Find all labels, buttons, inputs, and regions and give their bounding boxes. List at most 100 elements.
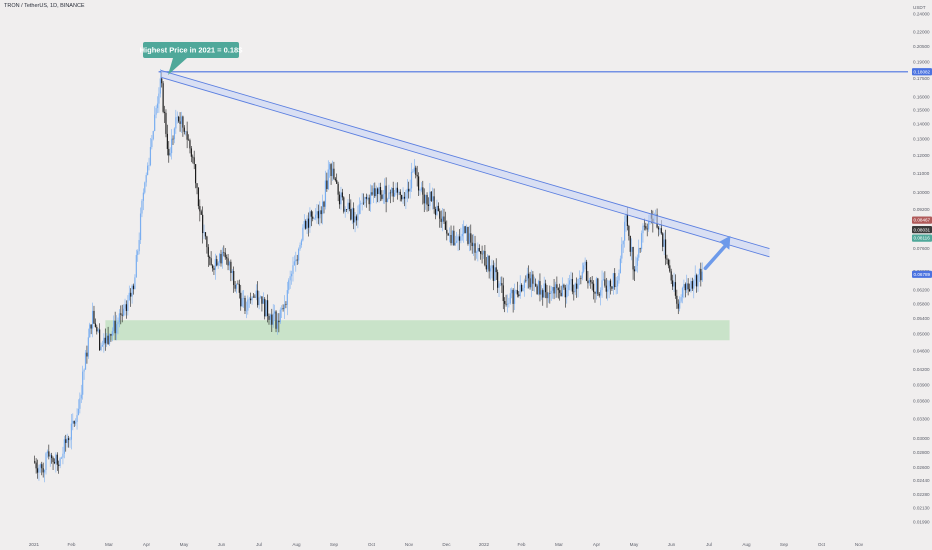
candle-body: [326, 180, 328, 190]
time-tick-label: Jul: [706, 542, 712, 547]
candle-body: [408, 188, 410, 192]
price-tick-label: 0.12000: [913, 153, 930, 158]
candle-body: [156, 103, 159, 109]
candle-body: [444, 221, 446, 230]
candle-body: [34, 461, 36, 463]
price-tick-label: 0.19000: [913, 59, 930, 64]
candle-body: [162, 83, 164, 112]
candle-body: [94, 323, 96, 327]
candle-body: [124, 304, 126, 309]
annotation-callout[interactable]: Highest Price in 2021 = 0.18$: [140, 42, 244, 75]
candle-body: [587, 280, 589, 284]
candle-body: [319, 210, 321, 219]
price-tick-label: 0.17500: [913, 76, 930, 81]
candle-body: [216, 259, 218, 266]
candle-body: [209, 257, 211, 259]
candle-body: [456, 240, 458, 243]
price-tick-label: 0.05800: [913, 301, 930, 306]
candle-body: [473, 243, 475, 247]
candle-body: [163, 111, 166, 113]
candle-body: [235, 283, 238, 289]
candle-body: [501, 283, 503, 286]
candle-body: [202, 214, 204, 234]
candle-body: [82, 371, 84, 395]
candle-body: [79, 398, 81, 409]
candle-body: [303, 221, 305, 228]
candle-body: [354, 216, 356, 223]
candle-body: [601, 280, 603, 291]
currency-label: USDT: [913, 5, 926, 10]
candle-body: [289, 276, 291, 281]
candle-body: [643, 225, 645, 227]
candle-body: [257, 290, 259, 306]
candle-body: [480, 251, 482, 254]
overlay-layer: [158, 70, 908, 271]
candle-body: [508, 303, 510, 304]
candle-body: [233, 271, 235, 285]
candle-body: [536, 286, 538, 295]
candle-body: [631, 246, 633, 252]
candle-body: [142, 192, 144, 201]
candle-body: [45, 453, 47, 470]
candle-body: [58, 464, 60, 466]
annotation-text: Highest Price in 2021 = 0.18$: [140, 46, 244, 55]
price-tick-label: 0.03000: [913, 436, 930, 441]
candle-body: [694, 275, 696, 281]
candle-body: [329, 164, 331, 170]
candle-body: [543, 283, 545, 298]
candle-body: [176, 116, 178, 118]
candle-body: [262, 298, 264, 304]
candle-body: [441, 216, 444, 222]
time-tick-label: Aug: [742, 542, 751, 547]
price-tags: 0.18082 0.08467 0.08031 0.08116 0.06789: [912, 68, 932, 278]
price-tick-label: 0.24000: [913, 12, 930, 17]
candle-body: [580, 278, 582, 279]
candle-body: [591, 282, 593, 284]
candle-body: [101, 344, 104, 347]
price-axis[interactable]: USDT0.240000.220000.205000.190000.175000…: [913, 5, 930, 525]
candle-body: [684, 284, 686, 291]
candle-body: [158, 93, 160, 104]
candle-body: [275, 311, 277, 329]
candle-body: [458, 236, 461, 241]
candle-body: [210, 258, 212, 266]
candle-body: [285, 304, 287, 305]
time-tick-label: Sep: [330, 542, 339, 547]
candle-body: [199, 206, 201, 212]
candle-body: [605, 285, 607, 292]
candle-body: [470, 233, 472, 243]
candle-body: [670, 271, 672, 281]
candle-body: [667, 259, 669, 266]
time-tick-label: Jun: [218, 542, 226, 547]
candle-body: [422, 187, 424, 195]
candle-body: [36, 468, 39, 473]
candle-body: [511, 289, 513, 294]
candle-body: [341, 192, 343, 198]
candle-body: [344, 209, 346, 212]
price-tick-label: 0.14000: [913, 122, 930, 127]
projection-arrow-head: [719, 235, 731, 250]
candle-body: [495, 267, 497, 273]
candle-body: [271, 314, 273, 325]
candle-body: [419, 190, 421, 191]
candle-body: [679, 301, 681, 309]
candle-body: [282, 308, 284, 310]
candle-body: [73, 420, 75, 424]
candle-body: [75, 421, 77, 424]
candle-body: [264, 298, 266, 317]
candle-body: [696, 275, 698, 287]
candle-body: [595, 278, 597, 294]
time-axis[interactable]: 2021 Feb Mar Apr May Jun Jul Aug Sep Oct Nov Dec 202…: [29, 542, 864, 547]
candle-body: [132, 285, 135, 290]
candle-body: [371, 192, 373, 195]
candle-body: [372, 188, 375, 195]
candle-body: [330, 164, 332, 177]
price-tick-label: 0.07600: [913, 246, 930, 251]
candle-body: [351, 208, 353, 220]
candle-body: [574, 283, 576, 293]
candle-body: [523, 280, 526, 288]
candle-body: [530, 274, 533, 288]
candle-body: [666, 258, 668, 260]
candle-body: [347, 202, 349, 210]
